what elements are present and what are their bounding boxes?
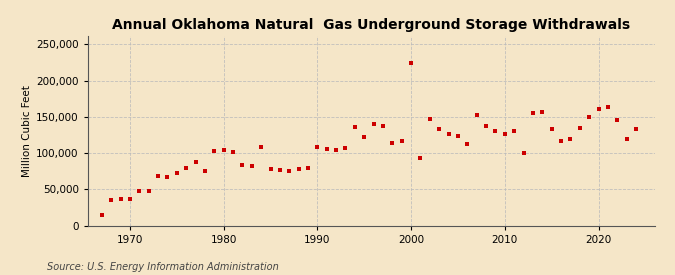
Point — [603, 105, 614, 110]
Point — [359, 135, 370, 139]
Point — [387, 141, 398, 145]
Point — [415, 156, 426, 160]
Point — [612, 118, 622, 123]
Point — [153, 174, 163, 178]
Point — [630, 127, 641, 131]
Point — [462, 141, 472, 146]
Point — [406, 61, 416, 65]
Point — [377, 123, 388, 128]
Point — [181, 165, 192, 170]
Point — [481, 124, 491, 128]
Point — [537, 110, 547, 114]
Point — [256, 145, 267, 150]
Point — [528, 111, 539, 116]
Point — [190, 160, 201, 164]
Point — [284, 169, 295, 173]
Point — [565, 136, 576, 141]
Point — [275, 167, 286, 172]
Point — [302, 165, 313, 170]
Point — [237, 163, 248, 167]
Point — [509, 129, 520, 134]
Point — [500, 132, 510, 136]
Point — [106, 198, 117, 202]
Point — [368, 122, 379, 126]
Point — [143, 189, 154, 193]
Point — [321, 147, 332, 151]
Point — [227, 149, 238, 154]
Point — [209, 149, 219, 153]
Text: Source: U.S. Energy Information Administration: Source: U.S. Energy Information Administ… — [47, 262, 279, 272]
Y-axis label: Million Cubic Feet: Million Cubic Feet — [22, 85, 32, 177]
Point — [490, 128, 501, 133]
Point — [162, 175, 173, 179]
Point — [574, 125, 585, 130]
Point — [312, 145, 323, 150]
Point — [452, 133, 463, 138]
Point — [556, 139, 566, 144]
Point — [134, 189, 144, 194]
Point — [546, 127, 557, 131]
Point — [425, 117, 435, 121]
Point — [331, 148, 342, 152]
Point — [115, 197, 126, 201]
Point — [97, 212, 107, 217]
Point — [350, 125, 360, 129]
Point — [246, 164, 257, 168]
Point — [124, 197, 135, 201]
Point — [218, 148, 229, 152]
Point — [396, 139, 407, 144]
Point — [518, 151, 529, 155]
Point — [340, 146, 351, 150]
Point — [200, 169, 211, 173]
Point — [434, 127, 445, 131]
Point — [584, 115, 595, 119]
Point — [471, 112, 482, 117]
Point — [293, 167, 304, 171]
Point — [265, 167, 276, 171]
Point — [621, 136, 632, 141]
Point — [443, 131, 454, 136]
Point — [171, 171, 182, 175]
Point — [593, 107, 604, 111]
Title: Annual Oklahoma Natural  Gas Underground Storage Withdrawals: Annual Oklahoma Natural Gas Underground … — [112, 18, 630, 32]
